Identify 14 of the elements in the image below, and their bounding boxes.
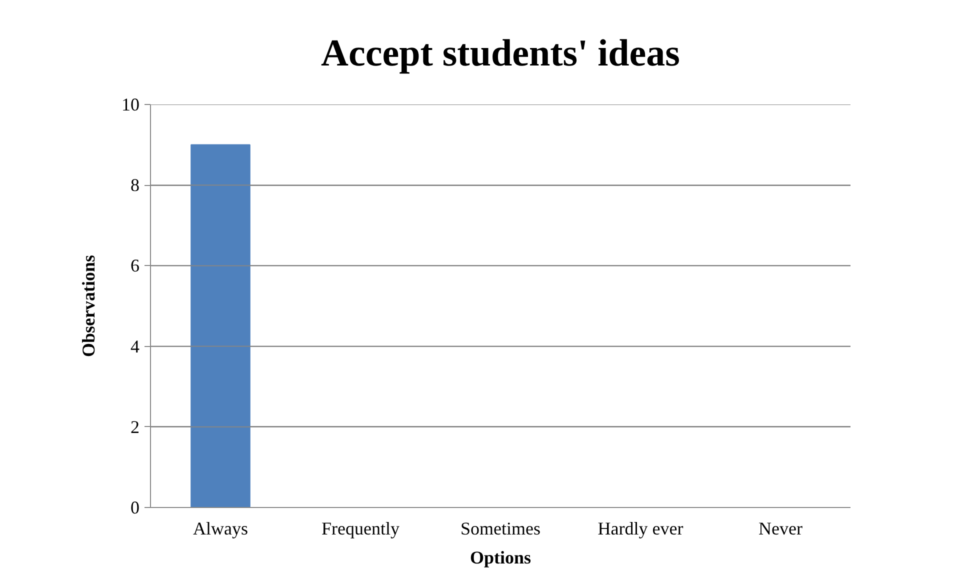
- x-tick-label: Always: [193, 518, 248, 538]
- y-tick-label: 10: [122, 94, 140, 114]
- y-axis-title: Observations: [78, 254, 98, 358]
- y-tick-label: 0: [130, 498, 140, 518]
- y-tick-label: 4: [130, 336, 140, 356]
- x-axis-title: Options: [470, 548, 532, 568]
- x-tick-label: Sometimes: [460, 518, 540, 538]
- y-tick-label: 6: [130, 256, 140, 276]
- chart-title: Accept students' ideas: [321, 32, 680, 74]
- y-tick-label: 2: [130, 416, 140, 437]
- y-tick-label: 8: [130, 175, 140, 196]
- x-tick-label: Frequently: [322, 518, 400, 538]
- x-tick-label: Never: [758, 518, 802, 538]
- x-tick-label: Hardly ever: [598, 518, 684, 538]
